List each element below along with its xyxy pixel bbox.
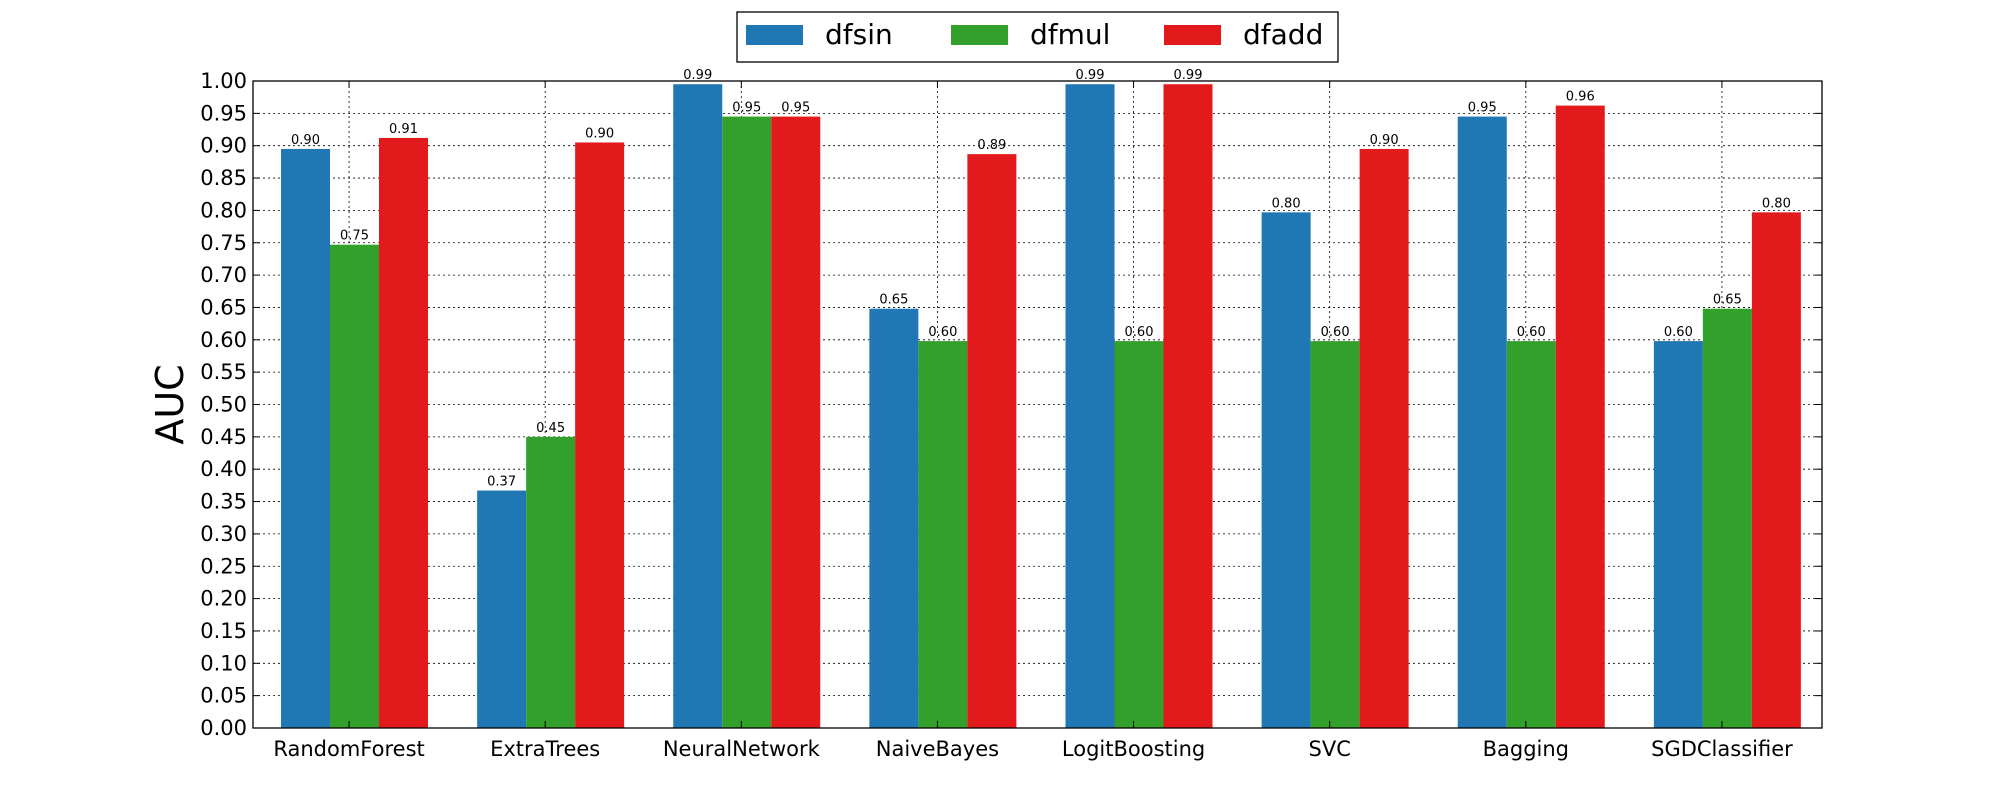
y-tick-label: 0.20 (200, 587, 247, 611)
bar-dfadd (1555, 105, 1605, 728)
x-tick-label: LogitBoosting (1062, 737, 1205, 761)
bar-value-label: 0.65 (879, 293, 908, 308)
y-axis-label: AUC (148, 364, 192, 444)
bar-value-label: 0.45 (536, 421, 565, 436)
legend-label-dfadd: dfadd (1243, 18, 1323, 51)
bar-dfmul (1310, 341, 1360, 728)
bar-value-label: 0.65 (1713, 293, 1742, 308)
y-tick-label: 0.45 (200, 425, 247, 449)
bar-value-label: 0.90 (291, 133, 320, 148)
y-tick-label: 0.65 (200, 295, 247, 319)
bar-value-label: 0.96 (1566, 90, 1595, 105)
x-tick-label: NeuralNetwork (663, 737, 821, 761)
legend: dfsin dfmul dfadd (736, 11, 1339, 63)
y-tick-label: 0.60 (200, 328, 247, 352)
y-tick-label: 0.05 (200, 684, 247, 708)
bar-dfadd (771, 116, 821, 728)
legend-swatch-dfmul (951, 25, 1008, 45)
bar-value-label: 0.99 (1174, 68, 1203, 83)
bar-dfsin (673, 84, 723, 729)
bars (281, 84, 1801, 729)
bar-dfadd (1359, 148, 1409, 728)
x-tick-label: RandomForest (273, 737, 424, 761)
bar-value-label: 0.91 (389, 122, 418, 137)
bar-value-label: 0.89 (977, 138, 1006, 153)
y-tick-label: 0.95 (200, 101, 247, 125)
bar-dfsin (869, 308, 919, 728)
y-tick-label: 0.30 (200, 522, 247, 546)
bar-dfsin (1457, 116, 1507, 728)
y-tick-label: 1.00 (200, 69, 247, 93)
y-tick-label: 0.55 (200, 360, 247, 384)
bar-value-label: 0.60 (1125, 325, 1154, 340)
y-tick-labels: 0.00 0.05 0.10 0.15 0.20 0.25 0.30 0.35 0.40 0.45… (200, 69, 247, 740)
bar-value-label: 0.37 (487, 475, 516, 490)
y-tick-label: 0.35 (200, 490, 247, 514)
bar-value-label: 0.99 (683, 68, 712, 83)
bar-value-label: 0.99 (1076, 68, 1105, 83)
bar-dfmul (918, 341, 968, 728)
bar-dfsin (1261, 212, 1311, 728)
legend-label-dfmul: dfmul (1030, 18, 1110, 51)
y-tick-label: 0.15 (200, 619, 247, 643)
bar-dfadd (575, 142, 625, 729)
y-tick-label: 0.50 (200, 393, 247, 417)
bar-dfadd (1163, 84, 1213, 729)
legend-label-dfsin: dfsin (825, 18, 893, 51)
bar-value-label: 0.80 (1762, 196, 1791, 211)
bar-dfmul (330, 244, 379, 729)
bar-value-label: 0.95 (1468, 101, 1497, 116)
bar-dfadd (1751, 212, 1801, 728)
bar-value-label: 0.80 (1272, 196, 1301, 211)
y-tick-label: 0.90 (200, 134, 247, 158)
x-tick-label: ExtraTrees (490, 737, 600, 761)
y-tick-label: 0.75 (200, 231, 247, 255)
bar-dfsin (1653, 341, 1703, 728)
bar-value-labels: 0.90 0.37 0.99 0.65 0.99 0.80 0.95 0.60 0.75 0.45… (291, 68, 1791, 489)
bar-value-label: 0.95 (781, 101, 810, 116)
y-tick-label: 0.00 (200, 716, 247, 740)
bar-value-label: 0.75 (340, 229, 369, 244)
bar-dfmul (1702, 308, 1752, 728)
x-tick-label: NaiveBayes (876, 737, 999, 761)
x-tick-label: SVC (1309, 737, 1351, 761)
bar-dfsin (281, 148, 330, 728)
legend-swatch-dfsin (746, 25, 803, 45)
bar-value-label: 0.60 (1664, 325, 1693, 340)
bar-dfmul (1114, 341, 1164, 728)
y-tick-label: 0.85 (200, 166, 247, 190)
x-tick-labels: RandomForest ExtraTrees NeuralNetwork Naive… (273, 737, 1793, 761)
y-tick-label: 0.10 (200, 651, 247, 675)
bar-dfadd (967, 154, 1017, 729)
y-tick-label: 0.40 (200, 457, 247, 481)
x-tick-label: Bagging (1483, 737, 1569, 761)
bar-value-label: 0.95 (732, 101, 761, 116)
bar-value-label: 0.90 (585, 126, 614, 141)
axis-ticks (253, 80, 1822, 729)
bar-dfsin (1065, 84, 1115, 729)
bar-dfmul (1506, 341, 1556, 728)
bar-value-label: 0.60 (928, 325, 957, 340)
legend-box (736, 11, 1339, 63)
bar-dfmul (526, 436, 576, 728)
bar-value-label: 0.60 (1321, 325, 1350, 340)
y-tick-label: 0.70 (200, 263, 247, 287)
legend-swatch-dfadd (1164, 25, 1221, 45)
bar-value-label: 0.90 (1370, 133, 1399, 148)
bar-dfsin (477, 490, 527, 728)
x-tick-label: SGDClassifier (1651, 737, 1793, 761)
bar-dfmul (722, 116, 772, 728)
bar-value-label: 0.60 (1517, 325, 1546, 340)
y-tick-label: 0.80 (200, 198, 247, 222)
bar-dfadd (379, 137, 428, 728)
y-tick-label: 0.25 (200, 554, 247, 578)
